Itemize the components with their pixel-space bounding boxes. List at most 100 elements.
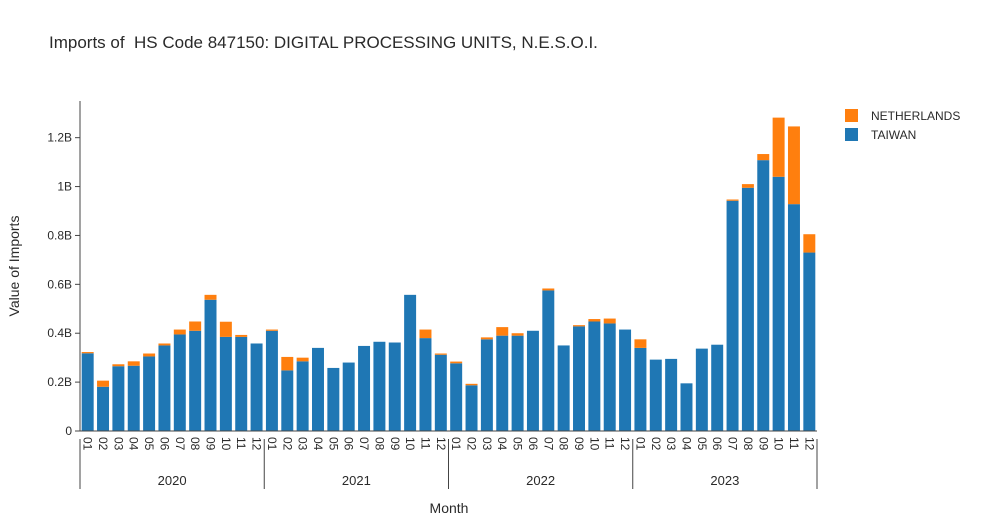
bar-taiwan — [526, 330, 539, 431]
year-label: 2021 — [342, 473, 371, 488]
bar-taiwan — [250, 343, 263, 431]
bar-taiwan — [741, 187, 754, 431]
bar-netherlands — [235, 334, 248, 337]
bar-taiwan — [695, 348, 708, 431]
x-tick-label: 02 — [649, 437, 663, 451]
x-tick-label: 10 — [403, 437, 417, 451]
legend: NETHERLANDS TAIWAN — [845, 106, 960, 144]
x-tick-label: 07 — [541, 437, 555, 451]
bar-taiwan — [112, 366, 125, 431]
x-tick-label: 08 — [741, 437, 755, 451]
bar-netherlands — [112, 364, 125, 367]
bar-netherlands — [787, 126, 800, 205]
bar-netherlands — [603, 318, 616, 324]
bar-taiwan — [281, 370, 294, 431]
x-tick-label: 07 — [173, 437, 187, 451]
bar-netherlands — [465, 383, 478, 386]
bar-taiwan — [265, 330, 278, 431]
bar-taiwan — [649, 359, 662, 431]
x-tick-label: 10 — [587, 437, 601, 451]
x-tick-label: 06 — [710, 437, 724, 451]
x-tick-label: 12 — [618, 437, 632, 451]
x-tick-label: 06 — [157, 437, 171, 451]
bar-taiwan — [219, 336, 232, 431]
x-tick-label: 11 — [234, 437, 248, 450]
bar-netherlands — [143, 353, 156, 357]
bar-taiwan — [557, 345, 570, 431]
x-tick-label: 10 — [219, 437, 233, 451]
x-tick-label: 04 — [679, 437, 693, 451]
y-tick-label: 0.8B — [47, 228, 72, 242]
bar-netherlands — [726, 199, 739, 201]
bar-netherlands — [803, 234, 816, 253]
bar-taiwan — [787, 204, 800, 431]
bar-taiwan — [496, 335, 509, 431]
bar-taiwan — [143, 356, 156, 431]
bar-taiwan — [450, 363, 463, 431]
x-tick-label: 05 — [695, 437, 709, 451]
x-tick-label: 01 — [449, 437, 463, 451]
bar-taiwan — [665, 358, 678, 431]
y-tick-label: 0.2B — [47, 375, 72, 389]
x-tick-label: 08 — [557, 437, 571, 451]
legend-item-taiwan[interactable]: TAIWAN — [845, 125, 960, 144]
bar-netherlands — [81, 352, 94, 354]
x-tick-label: 04 — [495, 437, 509, 451]
bar-netherlands — [204, 294, 217, 300]
x-tick-label: 10 — [772, 437, 786, 451]
bar-netherlands — [265, 329, 278, 331]
bar-taiwan — [189, 330, 202, 431]
x-tick-label: 11 — [603, 437, 617, 450]
bar-taiwan — [634, 347, 647, 431]
bar-netherlands — [173, 329, 186, 335]
bar-netherlands — [296, 357, 309, 362]
y-tick-label: 0.4B — [47, 326, 72, 340]
x-axis-title: Month — [429, 500, 469, 516]
bar-netherlands — [480, 337, 493, 340]
bar-taiwan — [127, 365, 140, 431]
bar-taiwan — [680, 383, 693, 431]
legend-label-netherlands: NETHERLANDS — [871, 108, 961, 123]
x-tick-label: 06 — [526, 437, 540, 451]
bar-taiwan — [388, 342, 401, 431]
year-label: 2023 — [710, 473, 739, 488]
y-tick-label: 1B — [57, 180, 72, 194]
bar-netherlands — [511, 333, 524, 336]
x-tick-label: 04 — [311, 437, 325, 451]
bar-netherlands — [741, 184, 754, 188]
x-tick-label: 02 — [280, 437, 294, 451]
chart-title: Imports of HS Code 847150: DIGITAL PROCE… — [49, 33, 598, 52]
bar-taiwan — [312, 347, 324, 431]
bar-netherlands — [127, 361, 140, 366]
x-tick-label: 09 — [572, 437, 586, 451]
bar-netherlands — [757, 154, 770, 161]
x-tick-label: 08 — [372, 437, 386, 451]
bar-netherlands — [419, 329, 432, 339]
x-tick-label: 09 — [388, 437, 402, 451]
bar-netherlands — [496, 327, 509, 336]
legend-label-taiwan: TAIWAN — [871, 127, 917, 142]
x-tick-label: 08 — [188, 437, 202, 451]
bar-taiwan — [204, 299, 217, 431]
x-tick-label: 03 — [111, 437, 125, 451]
x-tick-label: 02 — [96, 437, 110, 451]
bar-taiwan — [404, 294, 417, 431]
bar-taiwan — [726, 200, 739, 431]
bar-netherlands — [450, 361, 463, 364]
legend-item-netherlands[interactable]: NETHERLANDS — [845, 106, 960, 125]
bar-taiwan — [573, 326, 585, 431]
bar-taiwan — [419, 338, 432, 431]
bar-netherlands — [97, 380, 110, 387]
x-tick-label: 07 — [357, 437, 371, 451]
legend-swatch-taiwan — [845, 128, 858, 141]
y-tick-label: 0.6B — [47, 277, 72, 291]
bar-taiwan — [772, 176, 785, 431]
bar-taiwan — [803, 252, 816, 431]
bar-taiwan — [235, 336, 248, 431]
bar-taiwan — [757, 160, 770, 431]
bar-taiwan — [373, 341, 386, 431]
x-tick-label: 11 — [418, 437, 432, 450]
x-tick-label: 04 — [127, 437, 141, 451]
